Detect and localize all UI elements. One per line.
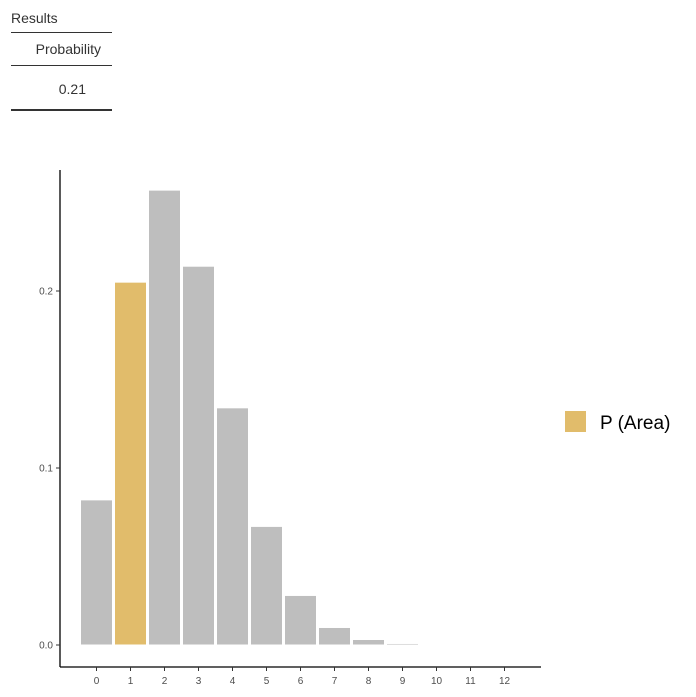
bar-9 [386,642,419,646]
x-tick-label: 2 [162,676,168,687]
legend-label: P (Area) [600,413,670,434]
x-tick-label: 3 [196,676,202,687]
x-tick-label: 6 [298,676,304,687]
y-tick-label: 0.2 [39,287,53,298]
x-tick-label: 10 [431,676,443,687]
x-tick-label: 5 [264,676,270,687]
bar-7 [318,626,351,646]
bar-8 [352,639,385,646]
x-tick-label: 9 [400,676,406,687]
bar-5 [250,525,283,646]
y-tick-label: 0.0 [39,641,53,652]
bar-6 [284,594,317,646]
bar-1 [114,281,147,646]
results-table: Results Probability 0.21 [11,6,112,111]
x-tick-label: 8 [366,676,372,687]
bar-2 [148,189,181,646]
x-tick-label: 1 [128,676,134,687]
y-tick-label: 0.1 [39,464,53,475]
x-tick-label: 4 [230,676,236,687]
x-tick-label: 7 [332,676,338,687]
legend-swatch [565,411,586,432]
bar-3 [182,265,215,646]
bar-4 [216,407,249,646]
x-tick-label: 12 [499,676,511,687]
probability-header: Probability [11,33,112,66]
results-title: Results [11,6,112,33]
bar-0 [80,499,113,646]
probability-value: 0.21 [11,66,112,111]
x-tick-label: 11 [465,676,476,687]
x-tick-label: 0 [94,676,100,687]
